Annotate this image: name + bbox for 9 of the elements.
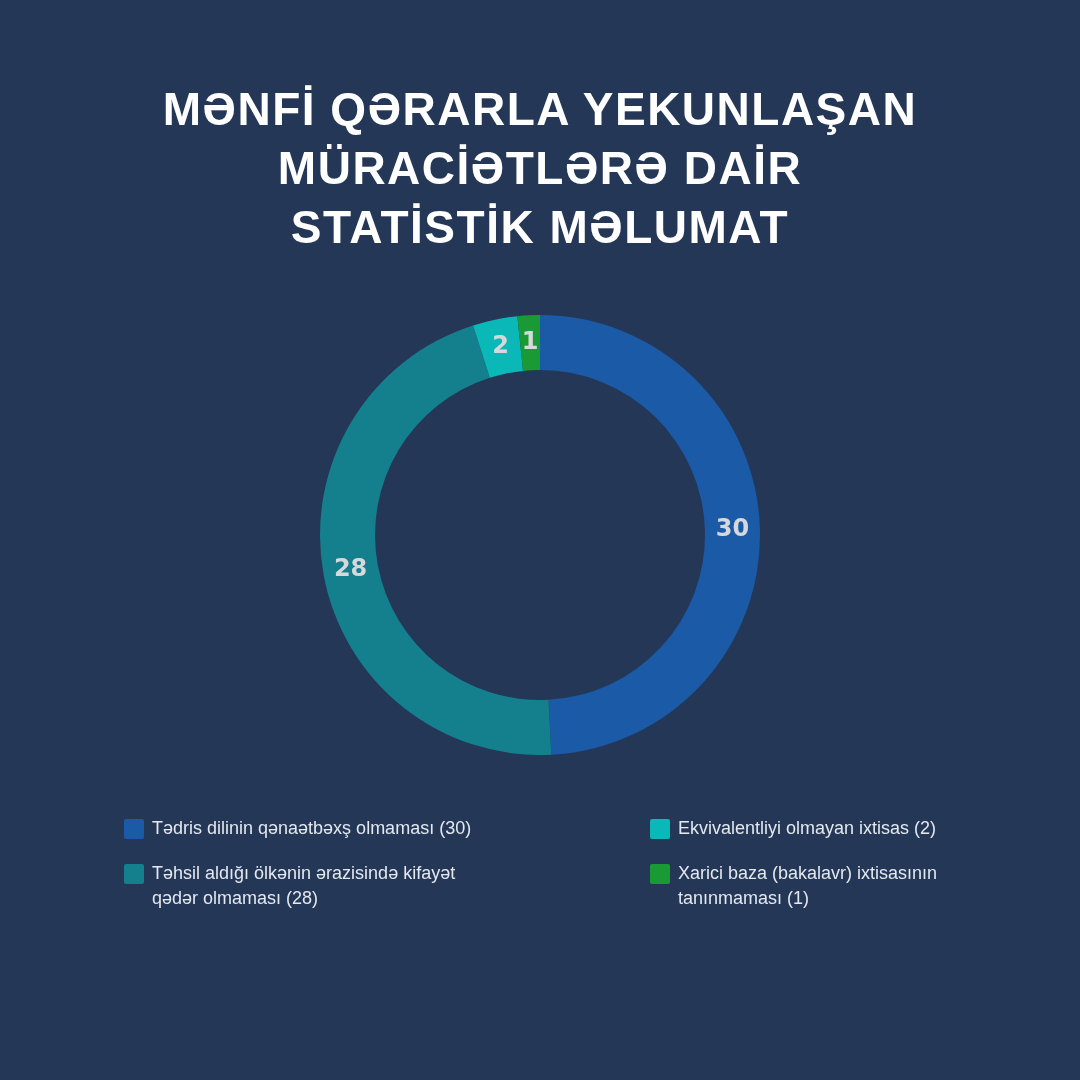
data-label: 28 xyxy=(333,553,368,582)
legend-label: Tədris dilinin qənaətbəxş olmaması (30) xyxy=(152,817,473,840)
data-label: 2 xyxy=(492,330,509,359)
data-label: 1 xyxy=(521,326,539,355)
chart-title: MƏNFİ QƏRARLA YEKUNLAŞAN MÜRACİƏTLƏRƏ DAİR STATİSTİK MƏLUMAT xyxy=(161,82,919,255)
legend-label: Ekvivalentliyi olmayan ixtisas (2) xyxy=(678,817,938,840)
legend-label: Təhsil aldığı ölkənin ərazisində kifayət qədər olmaması (28) xyxy=(152,862,457,910)
data-label: 30 xyxy=(715,514,750,543)
legend-label: Xarici baza (bakalavr) ixtisasının tanınmaması (1) xyxy=(678,862,939,910)
